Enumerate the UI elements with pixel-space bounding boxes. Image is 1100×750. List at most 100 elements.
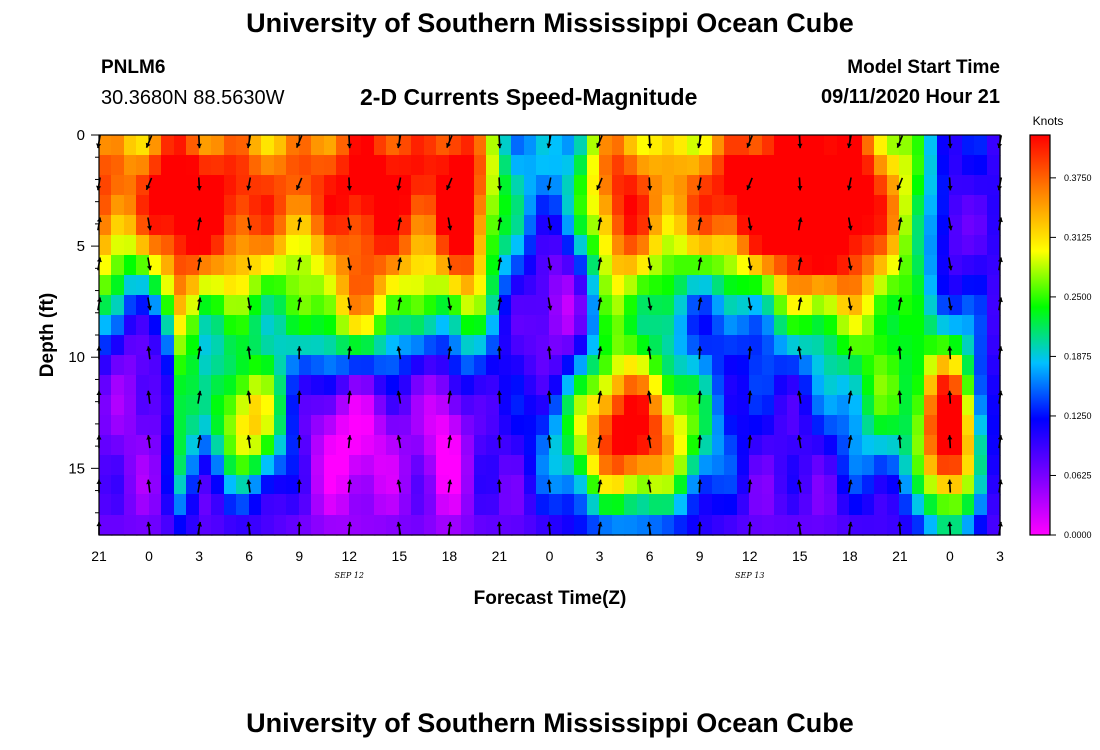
heat-cell — [849, 175, 864, 196]
heat-cell — [824, 335, 839, 356]
heat-cell — [499, 175, 513, 196]
heat-cell — [161, 215, 176, 236]
heat-cell — [524, 315, 538, 336]
heat-cell — [987, 315, 1001, 336]
heat-cell — [887, 415, 901, 436]
colorbar-title: Knots — [1033, 114, 1064, 128]
heat-cell — [474, 494, 488, 516]
heat-cell — [386, 455, 401, 477]
heat-cell — [849, 395, 864, 416]
heat-cell — [511, 135, 526, 156]
heat-cell — [211, 415, 226, 436]
heat-cell — [149, 455, 163, 477]
heat-cell — [411, 315, 426, 336]
heat-cell — [136, 415, 151, 436]
heat-cell — [912, 355, 926, 376]
heat-cell — [862, 215, 876, 236]
heat-cell — [311, 155, 326, 176]
heat-cell — [386, 375, 401, 396]
heat-cell — [599, 295, 614, 316]
heat-cell — [524, 235, 538, 256]
heat-cell — [161, 455, 176, 477]
heat-cell — [386, 235, 401, 256]
heat-cell — [461, 415, 476, 436]
heat-cell — [211, 375, 226, 396]
heat-cell — [449, 295, 463, 316]
heat-cell — [124, 155, 138, 176]
current-arrow — [196, 297, 203, 311]
current-arrow — [146, 217, 152, 231]
heat-cell — [937, 375, 951, 396]
heat-cell — [624, 395, 639, 416]
heat-cell — [787, 494, 801, 516]
heat-cell — [261, 375, 276, 396]
heat-cell — [411, 515, 426, 536]
heat-cell — [249, 475, 263, 496]
heat-cell — [286, 315, 301, 336]
current-arrow — [446, 177, 453, 191]
heat-cell — [161, 175, 176, 196]
heat-cell — [824, 375, 839, 396]
heat-cell — [374, 175, 388, 196]
heat-cell — [449, 455, 463, 477]
heat-cell — [461, 315, 476, 336]
heat-cell — [687, 395, 701, 416]
heat-cell — [536, 435, 551, 456]
current-arrow — [496, 177, 503, 191]
heat-cell — [699, 335, 714, 356]
heat-cell — [461, 195, 476, 216]
heat-cell — [511, 415, 526, 436]
heat-cell — [887, 195, 901, 216]
heat-cell — [612, 215, 626, 236]
heat-cell — [124, 295, 138, 316]
heat-cell — [349, 215, 363, 236]
heat-cell — [874, 195, 889, 216]
x-tick-label: 3 — [596, 548, 604, 564]
heat-cell — [161, 255, 176, 276]
heat-cell — [524, 335, 538, 356]
heat-cell — [824, 415, 839, 436]
heat-cell — [974, 355, 989, 376]
heat-cell — [612, 255, 626, 276]
heat-cell — [662, 335, 676, 356]
heat-cell — [987, 275, 1001, 296]
heat-cell — [336, 335, 351, 356]
heat-cell — [562, 295, 576, 316]
heat-cell — [949, 415, 964, 436]
heat-cell — [887, 235, 901, 256]
heat-cell — [637, 515, 651, 536]
heat-cell — [474, 355, 488, 376]
heat-cell — [399, 415, 413, 436]
heat-cell — [499, 455, 513, 477]
heat-cell — [849, 435, 864, 456]
heat-cell — [937, 435, 951, 456]
heat-cell — [99, 455, 113, 477]
heat-cell — [637, 455, 651, 477]
heat-cell — [224, 295, 238, 316]
current-arrow — [296, 390, 302, 404]
heat-cell — [374, 275, 388, 296]
heat-cell — [824, 255, 839, 276]
heat-cell — [624, 315, 639, 336]
heat-cell — [324, 355, 338, 376]
heat-cell — [624, 515, 639, 536]
heat-cell — [749, 175, 764, 196]
heat-cell — [687, 435, 701, 456]
heat-cell — [224, 494, 238, 516]
heat-cell — [587, 375, 601, 396]
current-arrow — [947, 257, 953, 271]
heat-cell — [699, 155, 714, 176]
current-arrow — [897, 435, 903, 449]
heat-cell — [937, 155, 951, 176]
heat-cell — [887, 155, 901, 176]
heat-cell — [887, 335, 901, 356]
heat-cell — [399, 315, 413, 336]
heat-cell — [924, 275, 939, 296]
heat-cell — [612, 315, 626, 336]
heat-cell — [624, 275, 639, 296]
heat-cell — [912, 315, 926, 336]
heat-cell — [299, 515, 313, 536]
heat-cell — [361, 135, 376, 156]
heat-cell — [674, 275, 689, 296]
heat-cell — [837, 475, 851, 496]
